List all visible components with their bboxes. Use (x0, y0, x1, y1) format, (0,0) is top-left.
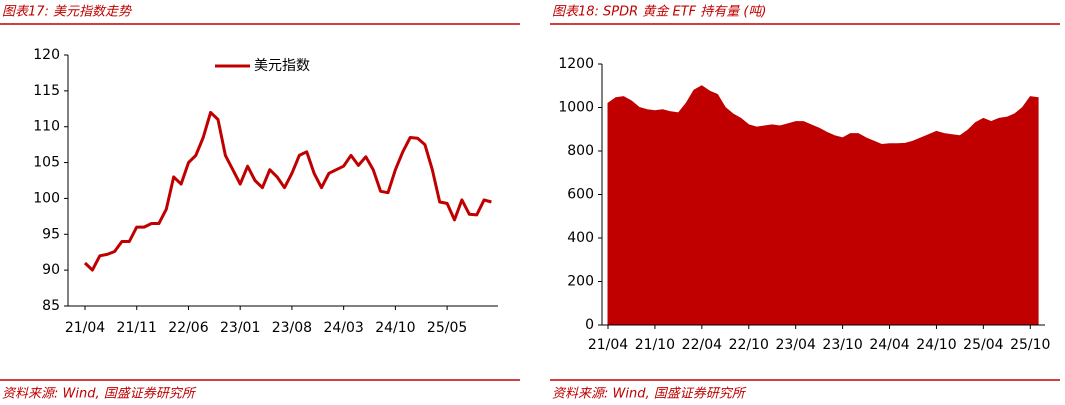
y-tick-label: 120 (33, 47, 60, 63)
x-tick-label: 21/04 (65, 320, 105, 336)
y-tick-label: 85 (42, 298, 60, 314)
data-line (83, 110, 492, 272)
x-tick-label: 21/11 (117, 320, 157, 336)
x-tick-label: 23/01 (220, 320, 260, 336)
y-tick-label: 400 (567, 230, 594, 246)
y-tick-label: 1200 (558, 56, 594, 72)
data-area (607, 85, 1039, 326)
y-tick-label: 0 (585, 317, 594, 333)
y-tick-label: 95 (42, 226, 60, 242)
x-tick-label: 22/10 (729, 337, 769, 353)
y-tick-label: 115 (33, 83, 60, 99)
x-tick-label: 24/04 (869, 337, 909, 353)
chart-title: 图表17: 美元指数走势 (2, 5, 133, 20)
x-tick-label: 23/10 (822, 337, 862, 353)
x-tick-label: 21/10 (635, 337, 675, 353)
source-note: 资料来源: Wind, 国盛证券研究所 (552, 386, 747, 402)
x-tick-label: 22/04 (682, 337, 722, 353)
y-tick-label: 110 (33, 119, 60, 135)
x-tick-label: 24/10 (375, 320, 415, 336)
x-tick-label: 25/05 (427, 320, 467, 336)
legend-label: 美元指数 (254, 58, 310, 74)
x-tick-label: 22/06 (168, 320, 208, 336)
chart-title: 图表18: SPDR 黄金 ETF 持有量 (吨) (552, 4, 767, 20)
y-tick-label: 1000 (558, 100, 594, 116)
y-tick-label: 100 (33, 190, 60, 206)
x-tick-label: 24/03 (323, 320, 363, 336)
x-tick-label: 23/08 (272, 320, 312, 336)
y-tick-label: 600 (567, 187, 594, 203)
x-tick-label: 21/04 (588, 337, 628, 353)
x-tick-label: 25/10 (1010, 337, 1050, 353)
x-tick-label: 25/04 (963, 337, 1003, 353)
y-tick-label: 90 (42, 262, 60, 278)
y-tick-label: 105 (33, 155, 60, 171)
y-tick-label: 200 (567, 274, 594, 290)
y-tick-label: 800 (567, 143, 594, 159)
x-tick-label: 23/04 (776, 337, 816, 353)
x-tick-label: 24/10 (916, 337, 956, 353)
source-note: 资料来源: Wind, 国盛证券研究所 (2, 386, 197, 402)
